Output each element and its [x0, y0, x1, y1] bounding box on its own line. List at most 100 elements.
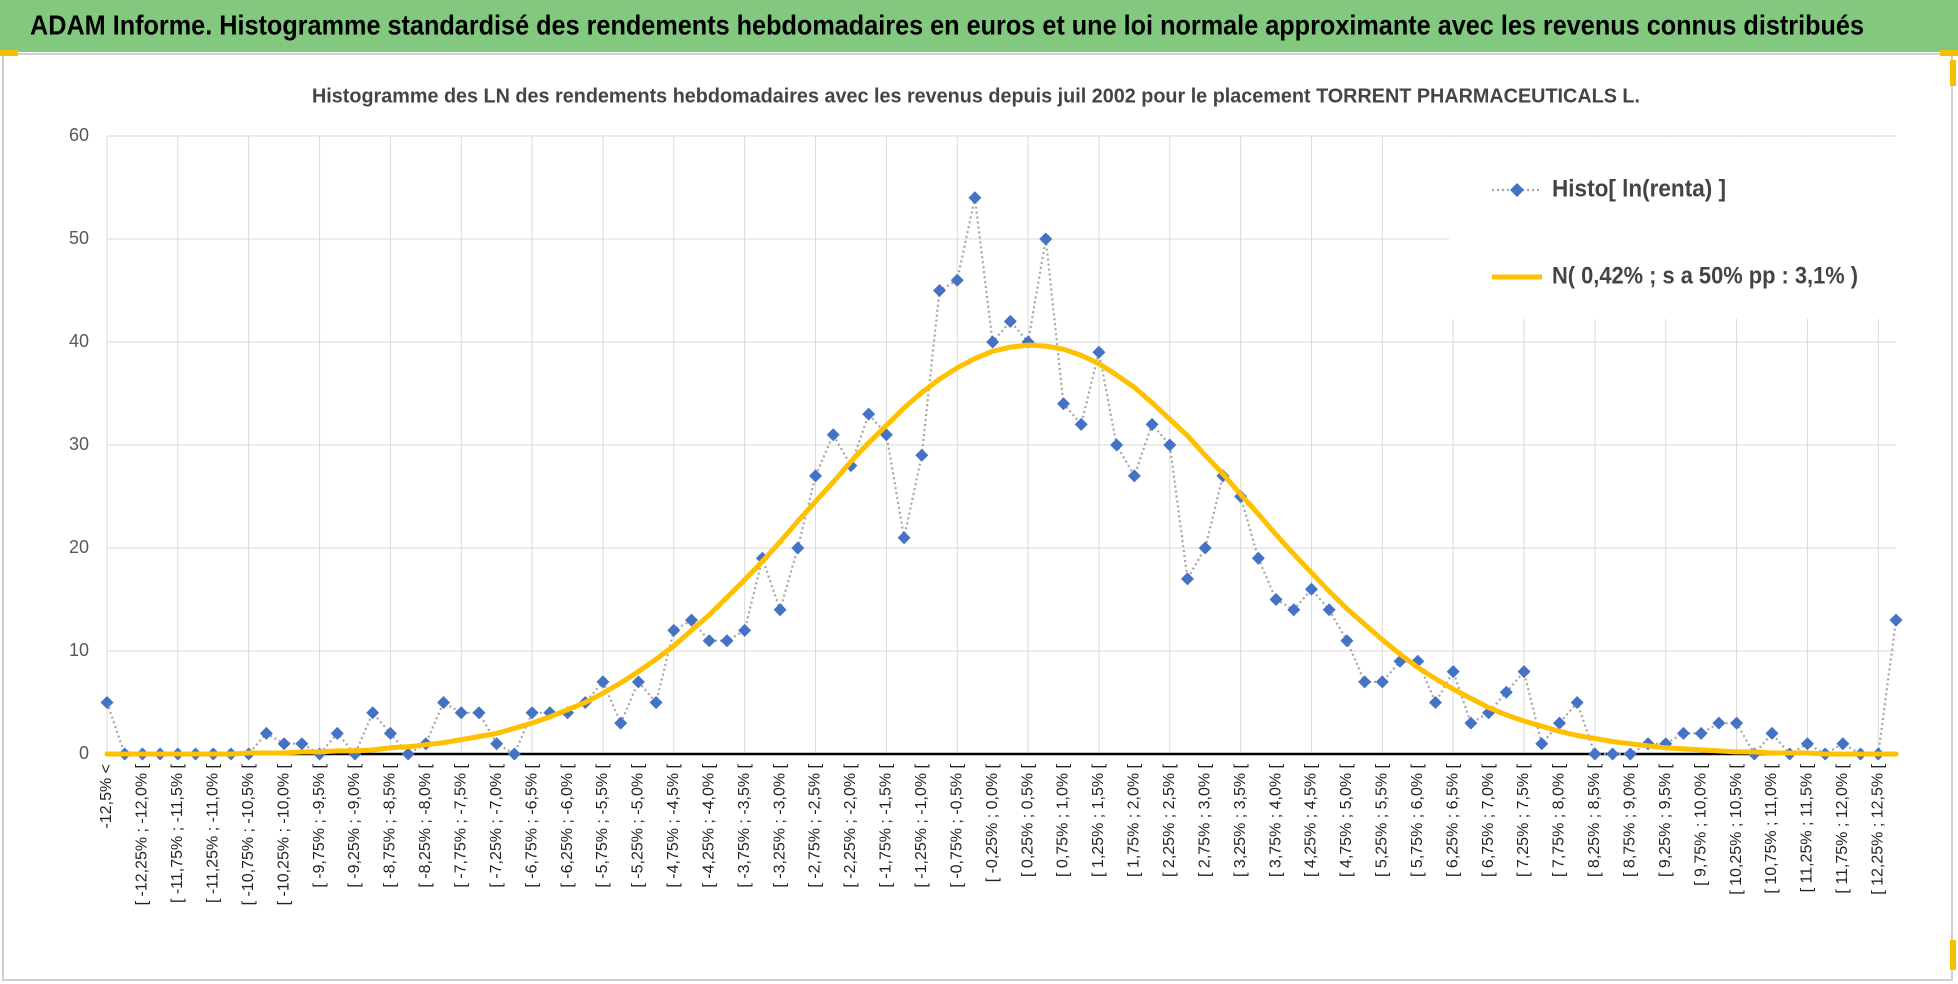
x-tick-label: [ 7,25% ; 7,5% [ — [1515, 763, 1532, 877]
x-tick-label: [ 3,75% ; 4,0% [ — [1267, 763, 1284, 877]
data-point — [1535, 737, 1549, 751]
x-tick-label: [ 2,75% ; 3,0% [ — [1196, 763, 1213, 877]
data-point — [738, 623, 752, 637]
x-tick-label: [ 6,75% ; 7,0% [ — [1480, 763, 1497, 877]
x-tick-label: [ -1,75% ; -1,5% [ — [878, 763, 895, 887]
data-point — [1180, 572, 1194, 586]
x-tick-label: [ 11,75% ; 12,0% [ — [1834, 763, 1851, 893]
x-tick-label: [ 10,75% ; 11,0% [ — [1763, 763, 1780, 893]
data-point — [1304, 582, 1318, 596]
header-bar — [0, 0, 1958, 52]
data-point — [986, 335, 1000, 349]
x-tick-label: [ -1,25% ; -1,0% [ — [913, 763, 930, 887]
data-point — [1110, 438, 1124, 452]
y-tick-label: 10 — [69, 640, 89, 660]
x-tick-label: [ 0,75% ; 1,0% [ — [1055, 763, 1072, 877]
x-tick-label: [ -5,75% ; -5,5% [ — [594, 763, 611, 887]
x-tick-label: [ -7,25% ; -7,0% [ — [488, 763, 505, 887]
x-tick-label: [ 4,75% ; 5,0% [ — [1338, 763, 1355, 877]
data-point — [525, 706, 539, 720]
x-tick-label: [ -2,75% ; -2,5% [ — [807, 763, 824, 887]
y-tick-label: 20 — [69, 537, 89, 557]
x-tick-label: [ -5,25% ; -5,0% [ — [630, 763, 647, 887]
data-point — [1765, 726, 1779, 740]
x-tick-label: [ -10,25% ; -10,0% [ — [275, 763, 292, 905]
data-point — [862, 407, 876, 421]
data-point — [437, 696, 451, 709]
x-tick-label: [ 9,75% ; 10,0% [ — [1692, 763, 1709, 885]
data-point — [454, 706, 468, 720]
data-point — [1588, 747, 1602, 761]
x-tick-label: [ 4,25% ; 4,5% [ — [1303, 763, 1320, 877]
data-point — [1163, 438, 1177, 452]
x-tick-label: [ -7,75% ; -7,5% [ — [452, 763, 469, 887]
data-point — [366, 706, 380, 720]
x-tick-label: [ -3,25% ; -3,0% [ — [771, 763, 788, 887]
x-tick-label: [ -0,75% ; -0,5% [ — [948, 763, 965, 887]
corner — [0, 50, 18, 56]
data-point — [649, 696, 663, 709]
data-point — [826, 428, 840, 442]
data-point — [702, 634, 716, 648]
data-point — [1375, 675, 1389, 689]
y-tick-label: 50 — [69, 228, 89, 248]
data-point — [950, 273, 964, 287]
x-tick-label: -12,5% < — [98, 764, 115, 828]
data-point — [259, 726, 273, 740]
data-point — [915, 448, 929, 462]
data-point — [631, 675, 645, 689]
data-point — [791, 541, 805, 555]
data-point — [809, 469, 823, 483]
x-tick-label: [ 10,25% ; 10,5% [ — [1728, 763, 1745, 894]
data-point — [1287, 603, 1301, 617]
y-tick-label: 0 — [79, 743, 89, 763]
data-point — [1127, 469, 1141, 483]
x-tick-label: [ 2,25% ; 2,5% [ — [1161, 763, 1178, 877]
x-tick-label: [ -8,25% ; -8,0% [ — [417, 763, 434, 887]
data-point — [1092, 345, 1106, 359]
data-point — [490, 737, 504, 751]
x-tick-label: [ -10,75% ; -10,5% [ — [240, 763, 257, 905]
data-point — [1694, 726, 1708, 740]
data-point — [1836, 737, 1850, 751]
data-point — [1145, 417, 1159, 431]
x-tick-label: [ -12,25% ; -12,0% [ — [134, 763, 151, 905]
data-point — [1552, 716, 1566, 730]
legend-label: Histo[ ln(renta) ] — [1552, 175, 1726, 202]
data-point — [1623, 747, 1637, 761]
data-point — [472, 706, 486, 720]
data-point — [507, 747, 521, 761]
x-tick-label: [ -8,75% ; -8,5% [ — [382, 763, 399, 887]
data-point — [1464, 716, 1478, 730]
chart-title: Histogramme des LN des rendements hebdom… — [312, 85, 1640, 107]
x-tick-label: [ 8,75% ; 9,0% [ — [1622, 763, 1639, 877]
legend-label: N( 0,42% ; s a 50% pp : 3,1% ) — [1552, 262, 1858, 289]
x-tick-label: [ -6,75% ; -6,5% [ — [523, 763, 540, 887]
data-point — [1198, 541, 1212, 555]
x-tick-label: [ 5,75% ; 6,0% [ — [1409, 763, 1426, 877]
data-point — [1800, 737, 1814, 751]
x-tick-label: [ 7,75% ; 8,0% [ — [1551, 763, 1568, 877]
corner — [1950, 60, 1956, 86]
data-point — [1428, 696, 1442, 709]
data-point — [1446, 665, 1460, 679]
data-point — [720, 634, 734, 648]
x-tick-label: [ 8,25% ; 8,5% [ — [1586, 763, 1603, 877]
x-tick-label: [ 0,25% ; 0,5% [ — [1019, 763, 1036, 877]
page-title: ADAM Informe. Histogramme standardisé de… — [30, 9, 1864, 40]
legend-marker — [1510, 183, 1524, 197]
data-point — [897, 531, 911, 545]
corner — [1950, 940, 1956, 970]
data-point — [685, 613, 699, 627]
x-tick-label: [ -11,75% ; -11,5% [ — [169, 763, 186, 903]
data-point — [1340, 634, 1354, 648]
data-point — [1322, 603, 1336, 617]
data-point — [1269, 593, 1283, 606]
x-tick-label: [ -11,25% ; -11,0% [ — [204, 763, 221, 903]
corner — [1940, 50, 1958, 56]
x-tick-label: [ 1,25% ; 1,5% [ — [1090, 763, 1107, 877]
data-point — [1730, 716, 1744, 730]
series-line — [104, 342, 1899, 757]
x-tick-label: [ -9,25% ; -9,0% [ — [346, 763, 363, 887]
